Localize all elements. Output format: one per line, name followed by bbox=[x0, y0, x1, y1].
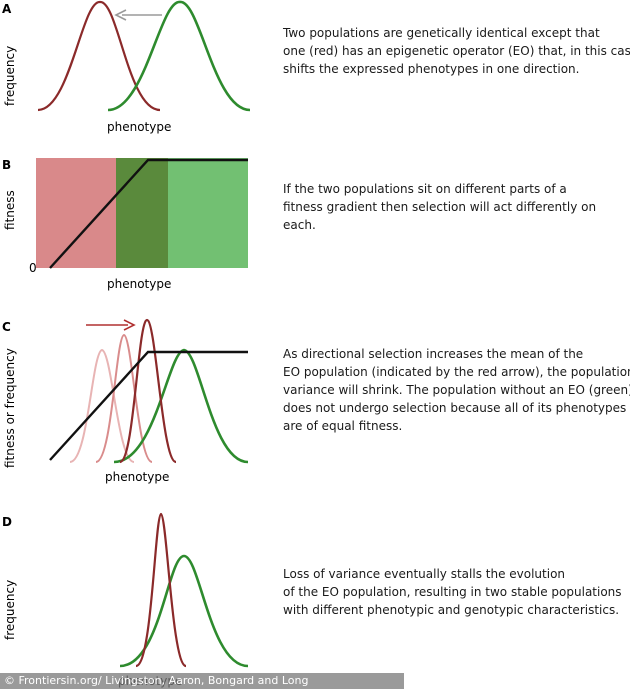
faded-red-curve-1 bbox=[69, 348, 135, 463]
panel-c-text-line: does not undergo selection because all o… bbox=[283, 401, 627, 415]
panel-d-text-line: with different phenotypic and genotypic … bbox=[283, 603, 620, 617]
panel-c-text-line: EO population (indicated by the red arro… bbox=[283, 365, 630, 379]
panel-a-letter: A bbox=[2, 2, 12, 16]
panel-a-text-line: one (red) has an epigenetic operator (EO… bbox=[283, 44, 630, 58]
panel-b-text: If the two populations sit on different … bbox=[283, 180, 596, 234]
panel-d-ylabel: frequency bbox=[3, 580, 17, 640]
panel-d-text-line: of the EO population, resulting in two s… bbox=[283, 585, 622, 599]
panel-b-origin: 0 bbox=[29, 261, 37, 275]
green-fitness-zone bbox=[168, 158, 248, 268]
panel-c-text: As directional selection increases the m… bbox=[283, 345, 630, 435]
panel-b-text-line: each. bbox=[283, 218, 316, 232]
panel-d: D frequency phenotype bbox=[2, 512, 249, 688]
panel-b-ylabel: fitness bbox=[3, 190, 17, 230]
fitness-gradient-line bbox=[49, 158, 248, 269]
panel-a-xlabel: phenotype bbox=[107, 120, 171, 134]
panel-c-xlabel: phenotype bbox=[105, 470, 169, 484]
green-population-curve-c bbox=[113, 348, 249, 464]
overlap-fitness-zone bbox=[116, 158, 168, 268]
panel-c-text-line: are of equal fitness. bbox=[283, 419, 403, 433]
panel-b-text-line: fitness gradient then selection will act… bbox=[283, 200, 597, 214]
panel-c-text-line: As directional selection increases the m… bbox=[283, 347, 584, 361]
panel-c-text-line: variance will shrink. The population wit… bbox=[283, 383, 630, 397]
panel-b-xlabel: phenotype bbox=[107, 277, 171, 291]
panel-a-text-line: Two populations are genetically identica… bbox=[283, 26, 600, 40]
red-fitness-zone bbox=[36, 158, 116, 268]
red-population-curve bbox=[37, 0, 161, 112]
panel-a-text-line: shifts the expressed phenotypes in one d… bbox=[283, 62, 580, 76]
shift-arrow-head bbox=[114, 9, 127, 21]
red-population-curve-c bbox=[118, 318, 178, 464]
selection-arrow-head bbox=[123, 319, 136, 331]
red-population-curve-d bbox=[135, 512, 188, 668]
panel-d-text: Loss of variance eventually stalls the e… bbox=[283, 565, 622, 619]
panel-b-letter: B bbox=[2, 158, 11, 172]
panel-c: C fitness or frequency phenotype bbox=[2, 318, 249, 484]
panel-d-text-line: Loss of variance eventually stalls the e… bbox=[283, 567, 566, 581]
green-population-curve-d bbox=[119, 554, 249, 668]
fitness-gradient-line-c bbox=[49, 350, 248, 461]
panel-a-text: Two populations are genetically identica… bbox=[283, 24, 630, 78]
faded-red-curve-2 bbox=[95, 333, 153, 463]
panel-d-letter: D bbox=[2, 515, 12, 529]
panel-b: B fitness 0 phenotype bbox=[2, 158, 248, 291]
panel-c-ylabel: fitness or frequency bbox=[3, 348, 17, 468]
image-credit: © Frontiersin.org/ Livingston, Aaron, Bo… bbox=[0, 673, 404, 689]
panel-a-ylabel: frequency bbox=[3, 46, 17, 106]
panel-a: A frequency phenotype bbox=[2, 0, 251, 134]
panel-c-letter: C bbox=[2, 320, 11, 334]
green-population-curve bbox=[107, 0, 251, 112]
panel-b-text-line: If the two populations sit on different … bbox=[283, 182, 567, 196]
